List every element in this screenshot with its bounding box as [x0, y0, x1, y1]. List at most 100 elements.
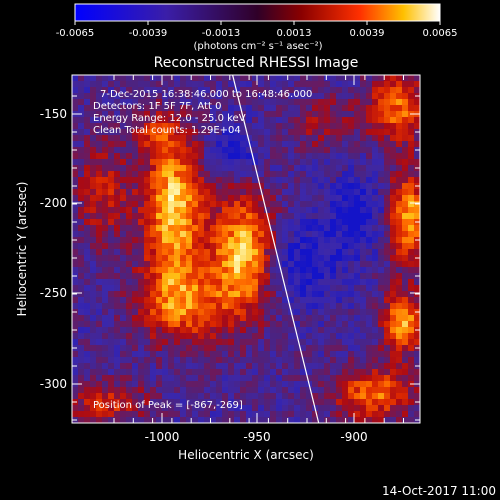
image-pixel — [234, 201, 240, 207]
image-pixel — [150, 147, 156, 153]
image-pixel — [138, 387, 144, 393]
image-pixel — [288, 81, 294, 87]
image-pixel — [144, 99, 150, 105]
image-pixel — [192, 171, 198, 177]
image-pixel — [216, 75, 222, 81]
image-pixel — [378, 219, 384, 225]
image-pixel — [168, 237, 174, 243]
image-pixel — [102, 291, 108, 297]
image-pixel — [216, 357, 222, 363]
image-pixel — [126, 219, 132, 225]
image-pixel — [234, 255, 240, 261]
image-pixel — [78, 399, 84, 405]
image-pixel — [156, 189, 162, 195]
image-pixel — [390, 75, 396, 81]
image-pixel — [318, 123, 324, 129]
image-pixel — [246, 267, 252, 273]
image-pixel — [162, 195, 168, 201]
image-pixel — [78, 249, 84, 255]
image-pixel — [384, 117, 390, 123]
image-pixel — [234, 345, 240, 351]
image-pixel — [156, 357, 162, 363]
image-pixel — [210, 273, 216, 279]
image-pixel — [84, 405, 90, 411]
image-pixel — [318, 105, 324, 111]
image-pixel — [72, 333, 78, 339]
image-pixel — [378, 393, 384, 399]
image-pixel — [222, 153, 228, 159]
image-pixel — [108, 273, 114, 279]
image-pixel — [108, 279, 114, 285]
image-pixel — [270, 105, 276, 111]
image-pixel — [204, 219, 210, 225]
image-pixel — [192, 309, 198, 315]
image-pixel — [348, 159, 354, 165]
image-pixel — [324, 237, 330, 243]
image-pixel — [288, 201, 294, 207]
image-pixel — [156, 117, 162, 123]
image-pixel — [114, 267, 120, 273]
image-pixel — [288, 261, 294, 267]
image-pixel — [102, 273, 108, 279]
footer-date: 14-Oct-2017 11:00 — [382, 484, 496, 498]
image-pixel — [336, 129, 342, 135]
image-pixel — [258, 357, 264, 363]
image-pixel — [306, 375, 312, 381]
image-pixel — [78, 303, 84, 309]
image-pixel — [198, 105, 204, 111]
image-pixel — [354, 405, 360, 411]
image-pixel — [414, 225, 420, 231]
image-pixel — [126, 195, 132, 201]
image-pixel — [294, 111, 300, 117]
image-pixel — [414, 213, 420, 219]
image-pixel — [252, 291, 258, 297]
image-pixel — [114, 411, 120, 417]
image-pixel — [222, 99, 228, 105]
image-pixel — [210, 267, 216, 273]
image-pixel — [372, 225, 378, 231]
image-pixel — [90, 261, 96, 267]
image-pixel — [138, 183, 144, 189]
image-pixel — [300, 117, 306, 123]
image-pixel — [234, 339, 240, 345]
image-pixel — [210, 225, 216, 231]
image-pixel — [288, 291, 294, 297]
image-pixel — [384, 327, 390, 333]
image-pixel — [120, 249, 126, 255]
image-pixel — [258, 165, 264, 171]
image-pixel — [360, 129, 366, 135]
image-pixel — [144, 327, 150, 333]
image-pixel — [78, 189, 84, 195]
image-pixel — [258, 417, 264, 423]
image-pixel — [198, 231, 204, 237]
image-pixel — [372, 165, 378, 171]
image-pixel — [372, 93, 378, 99]
image-pixel — [216, 411, 222, 417]
image-pixel — [336, 93, 342, 99]
image-pixel — [222, 279, 228, 285]
image-pixel — [318, 225, 324, 231]
image-pixel — [210, 327, 216, 333]
image-pixel — [324, 159, 330, 165]
image-pixel — [132, 363, 138, 369]
image-pixel — [366, 159, 372, 165]
image-pixel — [264, 363, 270, 369]
image-pixel — [228, 303, 234, 309]
image-pixel — [384, 123, 390, 129]
image-pixel — [228, 249, 234, 255]
image-pixel — [198, 327, 204, 333]
image-pixel — [342, 321, 348, 327]
image-pixel — [396, 87, 402, 93]
image-pixel — [192, 255, 198, 261]
image-pixel — [168, 171, 174, 177]
image-pixel — [102, 111, 108, 117]
image-pixel — [378, 189, 384, 195]
image-pixel — [300, 213, 306, 219]
image-pixel — [258, 375, 264, 381]
image-pixel — [126, 387, 132, 393]
image-pixel — [150, 303, 156, 309]
image-pixel — [336, 261, 342, 267]
image-pixel — [330, 321, 336, 327]
image-pixel — [84, 249, 90, 255]
image-pixel — [132, 183, 138, 189]
